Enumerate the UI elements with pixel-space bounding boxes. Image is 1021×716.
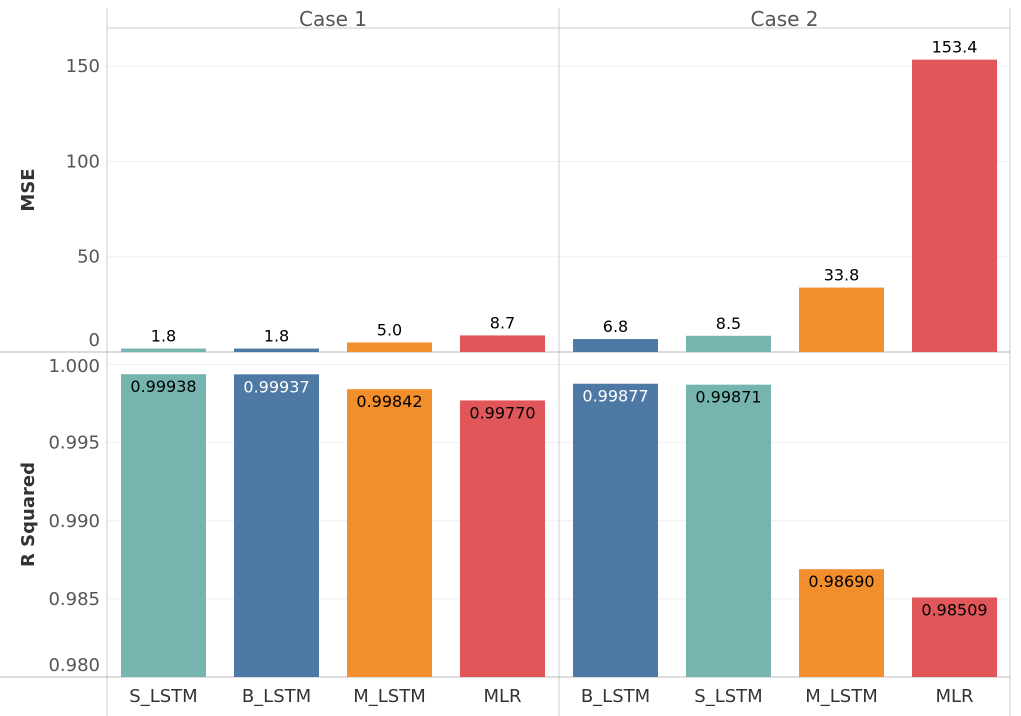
- bar-s-lstm: [121, 348, 206, 352]
- category-label: S_LSTM: [129, 686, 197, 707]
- y-tick-label: 150: [66, 56, 100, 77]
- category-label: M_LSTM: [353, 686, 426, 707]
- y-tick-label: 50: [77, 247, 100, 268]
- y-axis-title: R Squared: [18, 462, 39, 567]
- y-tick-label: 0.990: [48, 511, 100, 532]
- data-label: 5.0: [377, 320, 402, 339]
- bar-mlr: [912, 59, 997, 353]
- bar-m-lstm: [799, 287, 884, 352]
- bar-s-lstm: [686, 384, 771, 677]
- category-label: MLR: [935, 686, 973, 707]
- data-label: 0.98509: [921, 600, 987, 619]
- data-label: 0.99937: [243, 377, 309, 396]
- category-label: MLR: [483, 686, 521, 707]
- data-label: 6.8: [603, 317, 628, 336]
- category-label: B_LSTM: [242, 686, 311, 707]
- bar-mlr: [460, 400, 545, 677]
- bar-s-lstm: [121, 374, 206, 677]
- panel-title: Case 1: [299, 7, 367, 31]
- data-label: 153.4: [932, 38, 978, 57]
- bar-b-lstm: [573, 383, 658, 677]
- y-tick-label: 100: [66, 151, 100, 172]
- bar-s-lstm: [686, 335, 771, 352]
- category-label: B_LSTM: [581, 686, 650, 707]
- y-axis-title: MSE: [18, 168, 39, 211]
- y-tick-label: 1.000: [48, 356, 100, 377]
- data-label: 33.8: [824, 266, 860, 285]
- data-label: 1.8: [151, 327, 176, 346]
- y-tick-label: 0.995: [48, 433, 100, 454]
- bar-b-lstm: [573, 339, 658, 352]
- data-label: 0.98690: [808, 572, 874, 591]
- category-label: M_LSTM: [805, 686, 878, 707]
- data-label: 0.99877: [582, 387, 648, 406]
- data-label: 8.7: [490, 313, 515, 332]
- data-label: 8.5: [716, 314, 741, 333]
- bar-mlr: [912, 597, 997, 677]
- panel-title: Case 2: [750, 7, 818, 31]
- bar-mlr: [460, 335, 545, 352]
- bar-m-lstm: [347, 389, 432, 677]
- bar-b-lstm: [234, 374, 319, 677]
- bar-m-lstm: [799, 569, 884, 677]
- category-label: S_LSTM: [694, 686, 762, 707]
- bar-m-lstm: [347, 342, 432, 352]
- y-tick-label: 0: [89, 330, 100, 351]
- data-label: 0.99938: [130, 377, 196, 396]
- data-label: 0.99871: [695, 388, 761, 407]
- y-tick-label: 0.980: [48, 655, 100, 676]
- y-tick-label: 0.985: [48, 589, 100, 610]
- data-label: 1.8: [264, 327, 289, 346]
- data-label: 0.99770: [469, 403, 535, 422]
- bar-b-lstm: [234, 348, 319, 352]
- data-label: 0.99842: [356, 392, 422, 411]
